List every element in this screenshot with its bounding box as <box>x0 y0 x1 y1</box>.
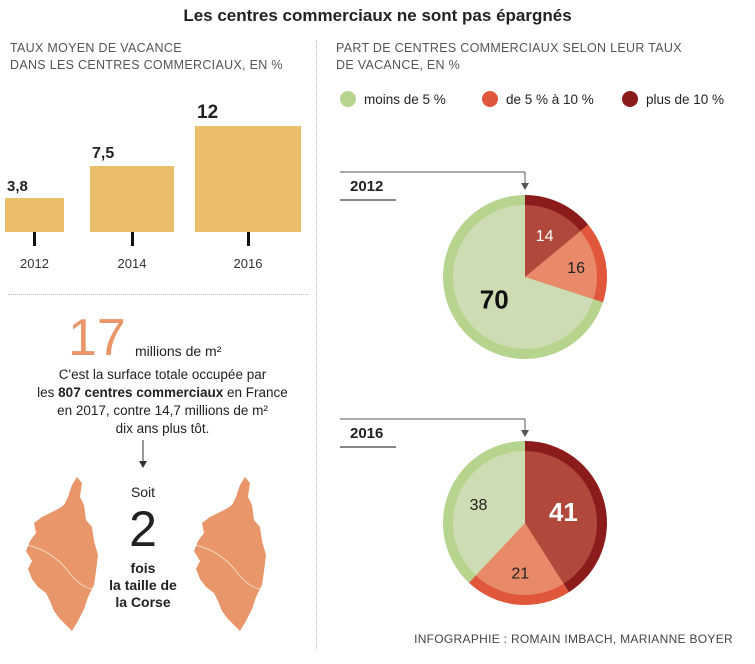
pie-value-label: 16 <box>567 260 585 277</box>
pie-chart-2012: 14 16 70 <box>443 195 607 359</box>
pie-chart-2016: 41 21 38 <box>443 441 607 605</box>
pie-subtitle-line2: DE VACANCE, EN % <box>336 58 461 72</box>
pie-slice <box>525 205 581 277</box>
bar-subtitle-line1: TAUX MOYEN DE VACANCE <box>10 41 182 55</box>
pie-slice <box>475 523 564 595</box>
fois-line3: la Corse <box>115 594 171 610</box>
para-line2-bold: 807 centres commerciaux <box>58 385 224 400</box>
para-line2: les 807 centres commerciaux en France <box>20 384 305 402</box>
pie-chart-subtitle: PART DE CENTRES COMMERCIAUX SELON LEUR T… <box>336 40 682 74</box>
bar-tick <box>33 232 36 246</box>
legend-dot <box>482 91 498 107</box>
pie-slice <box>525 451 597 584</box>
legend-item-high: plus de 10 % <box>622 91 724 107</box>
bar-tick <box>246 232 250 246</box>
pie-value-label: 41 <box>549 497 578 527</box>
pie-slice <box>525 231 597 300</box>
legend-item-mid: de 5 % à 10 % <box>482 91 594 107</box>
bar-tick <box>130 232 134 246</box>
para-line4: dix ans plus tôt. <box>115 421 210 436</box>
connector-2012 <box>340 171 529 201</box>
down-arrow-icon <box>139 440 147 468</box>
surface-paragraph: C'est la surface totale occupée par les … <box>20 366 305 438</box>
bar-2014 <box>90 165 174 232</box>
column-divider <box>316 40 317 650</box>
ratio-caption: fois la taille de la Corse <box>93 560 193 611</box>
bar-chart-subtitle: TAUX MOYEN DE VACANCE DANS LES CENTRES C… <box>10 40 283 74</box>
legend-label: plus de 10 % <box>646 91 725 107</box>
bar-subtitle-line2: DANS LES CENTRES COMMERCIAUX, EN % <box>10 58 283 72</box>
corsica-map-icon <box>194 477 266 631</box>
bar-value-label: 7,5 <box>92 144 115 162</box>
section-divider <box>8 294 308 295</box>
surface-big-number: 17 <box>68 309 126 367</box>
pie-year-2016: 2016 <box>350 425 384 442</box>
bar-2012 <box>5 198 64 232</box>
page-title: Les centres commerciaux ne sont pas épar… <box>183 6 572 25</box>
bar-2016 <box>195 126 301 232</box>
pie-value-label: 21 <box>511 565 529 582</box>
pie-value-label: 14 <box>536 228 554 245</box>
pie-slice <box>453 451 525 576</box>
pie-year-2012: 2012 <box>350 178 384 195</box>
bar-year-label: 2014 <box>117 256 147 271</box>
soit-label: Soit <box>130 484 156 500</box>
bar-value-label: 3,8 <box>7 178 28 196</box>
para-line2-pre: les <box>37 385 59 400</box>
legend-label: de 5 % à 10 % <box>506 91 594 107</box>
legend-dot <box>340 91 356 107</box>
bar-value-label: 12 <box>197 102 219 123</box>
bar-year-label: 2012 <box>20 256 49 271</box>
para-line2-post: en France <box>223 385 288 400</box>
credit: INFOGRAPHIE : ROMAIN IMBACH, MARIANNE BO… <box>414 632 733 646</box>
surface-unit: millions de m² <box>135 343 222 359</box>
legend-item-low: moins de 5 % <box>340 91 446 107</box>
legend-label: moins de 5 % <box>364 91 446 107</box>
para-line1: C'est la surface totale occupée par <box>58 367 267 382</box>
para-line3: en 2017, contre 14,7 millions de m² <box>57 403 268 418</box>
connector-2016 <box>340 418 529 448</box>
bar-year-label: 2016 <box>233 256 263 271</box>
pie-slice <box>453 205 594 349</box>
legend-dot <box>622 91 638 107</box>
pie-value-label: 38 <box>470 497 488 514</box>
fois-line2: la taille de <box>109 577 177 593</box>
ratio-number: 2 <box>129 501 157 557</box>
pie-value-label: 70 <box>480 284 509 314</box>
fois-line1: fois <box>130 560 156 576</box>
corsica-map-icon <box>26 477 98 631</box>
pie-subtitle-line1: PART DE CENTRES COMMERCIAUX SELON LEUR T… <box>336 41 682 55</box>
